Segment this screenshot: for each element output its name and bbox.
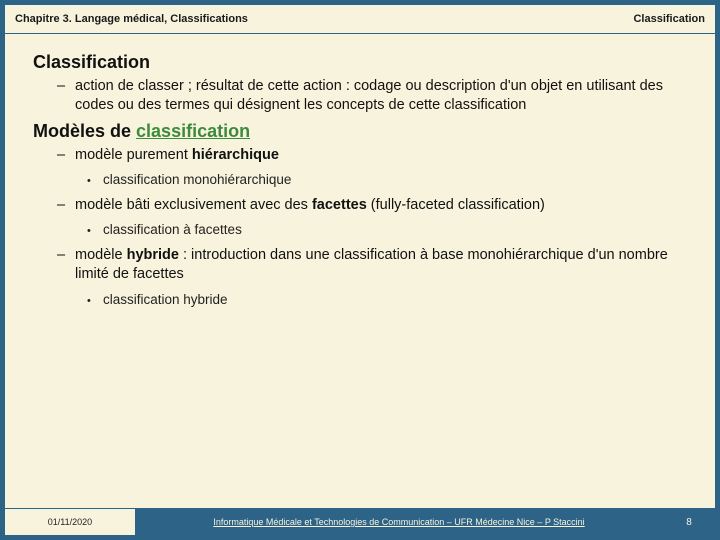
heading-classification: Classification — [33, 52, 687, 73]
model2-text-b: facettes — [312, 197, 367, 213]
slide-footer: 01/11/2020 Informatique Médicale et Tech… — [4, 508, 716, 536]
definition-text: action de classer ; résultat de cette ac… — [75, 77, 687, 115]
heading-models-prefix: Modèles de — [33, 121, 136, 141]
model1-sub: classification monohiérarchique — [103, 171, 687, 190]
model3-sub: classification hybride — [103, 291, 687, 310]
footer-page-number: 8 — [662, 508, 716, 536]
model2-text-a: modèle bâti exclusivement avec des — [75, 197, 312, 213]
model3-text-b: hybride — [127, 247, 179, 263]
model-item-faceted: modèle bâti exclusivement avec des facet… — [75, 196, 687, 215]
model1-text-a: modèle purement — [75, 147, 192, 163]
model-item-hybrid: modèle hybride : introduction dans une c… — [75, 246, 687, 284]
slide-header: Chapitre 3. Langage médical, Classificat… — [4, 4, 716, 34]
footer-caption: Informatique Médicale et Technologies de… — [136, 508, 662, 536]
slide-body: Classification action de classer ; résul… — [4, 34, 716, 508]
heading-models-link: classification — [136, 121, 250, 141]
chapter-label: Chapitre 3. Langage médical, Classificat… — [15, 13, 248, 25]
slide-frame: Chapitre 3. Langage médical, Classificat… — [0, 0, 720, 540]
model3-text-a: modèle — [75, 247, 127, 263]
heading-models: Modèles de classification — [33, 121, 687, 142]
topic-label: Classification — [633, 13, 705, 25]
model2-text-c: (fully-faceted classification) — [367, 197, 545, 213]
model2-sub: classification à facettes — [103, 221, 687, 240]
footer-date: 01/11/2020 — [4, 508, 136, 536]
model-item-hierarchical: modèle purement hiérarchique — [75, 146, 687, 165]
model1-text-b: hiérarchique — [192, 147, 279, 163]
